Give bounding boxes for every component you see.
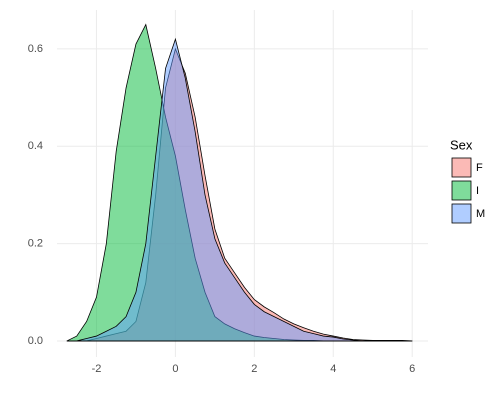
density-area [66, 37, 413, 342]
legend-title: Sex [450, 137, 473, 152]
legend-label: F [476, 162, 483, 174]
legend-key [451, 180, 472, 201]
legend-label: M [476, 208, 485, 220]
legend-key [451, 157, 472, 178]
y-tick-label: 0.2 [28, 238, 43, 250]
x-tick-label: -2 [92, 363, 102, 375]
legend-key [451, 203, 472, 224]
x-tick-label: 2 [251, 363, 257, 375]
x-tick-label: 4 [330, 363, 336, 375]
y-tick-label: 0.4 [28, 140, 43, 152]
y-tick-label: 0.0 [28, 335, 43, 347]
y-tick-label: 0.6 [28, 43, 43, 55]
x-tick-label: 0 [172, 363, 178, 375]
legend-label: I [476, 185, 479, 197]
x-tick-label: 6 [409, 363, 415, 375]
